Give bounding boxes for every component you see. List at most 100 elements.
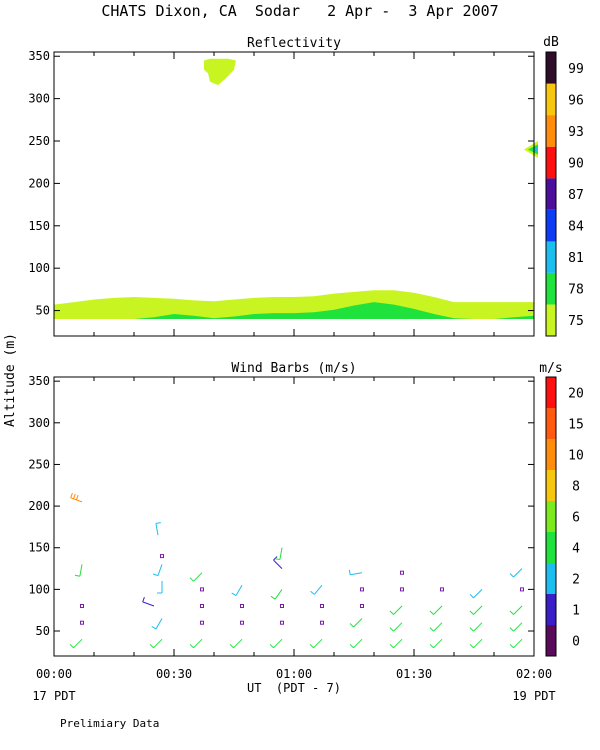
y-tick-label: 100 xyxy=(28,582,50,596)
wind-barb xyxy=(280,604,284,608)
colorbar-segment xyxy=(546,532,556,563)
y-tick-label: 150 xyxy=(28,541,50,555)
y-tick-label: 200 xyxy=(28,499,50,513)
wind-barb xyxy=(389,638,403,649)
wind-barb xyxy=(231,584,243,597)
y-tick-label: 350 xyxy=(28,374,50,388)
wind-barb xyxy=(160,554,164,559)
right-date-label: 19 PDT xyxy=(512,689,555,703)
wind-barb xyxy=(153,564,163,577)
wind-barb xyxy=(310,584,323,595)
reflectivity-panel: Reflectivity 50 100 150 200 250 300 350 75 78 81… xyxy=(28,35,584,337)
wind-barb xyxy=(429,638,443,649)
wind-barb xyxy=(440,587,444,592)
colorbar-segment xyxy=(546,241,556,273)
plot-frame xyxy=(53,51,535,337)
page-title: CHATS Dixon, CA Sodar 2 Apr - 3 Apr 2007 xyxy=(101,2,498,20)
colorbar-tick-label: 4 xyxy=(572,542,580,557)
colorbar-segment xyxy=(546,115,556,147)
wind-barb xyxy=(400,587,404,592)
colorbar-tick-label: 81 xyxy=(568,251,584,266)
wind-barb xyxy=(149,638,163,649)
colorbar-segment xyxy=(546,625,556,656)
reflectivity-colorbar: 75 78 81 84 87 90 93 96 99 xyxy=(545,51,584,337)
wind-barb xyxy=(240,604,244,608)
colorbar-tick-label: 90 xyxy=(568,156,584,171)
wind-barb xyxy=(151,618,163,630)
wind-barb xyxy=(280,620,284,625)
colorbar-frame xyxy=(545,51,557,337)
y-tick-label: 150 xyxy=(28,219,50,233)
wind-barb xyxy=(360,587,364,592)
y-tick-label: 50 xyxy=(36,624,50,638)
colorbar-tick-label: 8 xyxy=(572,480,580,495)
colorbar-segment xyxy=(546,563,556,594)
wind-barb xyxy=(520,587,524,592)
colorbar-tick-label: 20 xyxy=(568,387,584,402)
colorbar-tick-label: 0 xyxy=(572,635,580,650)
wind-barb xyxy=(273,556,283,569)
wind-barb xyxy=(349,618,363,628)
wind-barb xyxy=(360,604,364,608)
colorbar-segment xyxy=(546,470,556,501)
wind-barb xyxy=(509,638,523,649)
wind-barb xyxy=(469,622,483,632)
colorbar-segment xyxy=(546,209,556,242)
y-tick-label: 100 xyxy=(28,261,50,275)
y-tick-label: 250 xyxy=(28,457,50,471)
wind-barb xyxy=(389,605,403,615)
wind-barb xyxy=(320,604,324,608)
wind-barb xyxy=(400,570,404,575)
colorbar-segment xyxy=(546,304,556,336)
colorbar-tick-label: 87 xyxy=(568,188,584,203)
wind-speed-colorbar: 0 1 2 4 6 8 10 15 20 xyxy=(545,376,584,657)
y-axis-label: Altitude (m) xyxy=(3,333,18,427)
reflectivity-plot-area xyxy=(54,58,538,319)
colorbar-segment xyxy=(546,408,556,439)
reflectivity-patch xyxy=(532,146,538,152)
wind-barb xyxy=(200,620,204,625)
wind-barb xyxy=(429,622,443,632)
wind-barb xyxy=(70,492,83,503)
wind-barb xyxy=(229,638,243,649)
colorbar-tick-label: 78 xyxy=(568,283,584,298)
wind-barb xyxy=(189,572,203,582)
wind-barb xyxy=(509,605,523,615)
wind-barb xyxy=(157,581,163,594)
colorbar-tick-label: 10 xyxy=(568,449,584,464)
colorbar-tick-label: 99 xyxy=(568,62,584,77)
wind-barb xyxy=(469,589,483,599)
wind-barb xyxy=(200,604,204,608)
wind-barb xyxy=(349,638,363,649)
colorbar-segment xyxy=(546,594,556,625)
preliminary-note: Prelimiary Data xyxy=(60,717,159,730)
wind-barb xyxy=(200,587,204,592)
colorbar-segment xyxy=(546,377,556,408)
y-tick-label: 200 xyxy=(28,176,50,190)
colorbar-tick-label: 75 xyxy=(568,314,584,329)
wind-barb xyxy=(270,589,283,600)
reflectivity-patch xyxy=(204,58,236,86)
colorbar-tick-label: 93 xyxy=(568,125,584,140)
y-tick-label: 350 xyxy=(28,49,50,63)
wind-barbs-title: Wind Barbs (m/s) xyxy=(231,361,356,376)
y-tick-label: 300 xyxy=(28,92,50,106)
colorbar-segment xyxy=(546,52,556,84)
wind-barb xyxy=(320,620,324,625)
wind-barb xyxy=(509,622,523,632)
colorbar-segment xyxy=(546,178,556,210)
wind-barb xyxy=(389,622,403,632)
reflectivity-colorbar-unit: dB xyxy=(543,35,559,50)
wind-barb xyxy=(348,569,363,576)
plot-frame xyxy=(53,376,535,657)
x-tick-label: 00:30 xyxy=(156,667,192,681)
x-tick-label: 01:00 xyxy=(276,667,312,681)
colorbar-frame xyxy=(545,376,557,657)
colorbar-segment xyxy=(546,439,556,470)
colorbar-segment xyxy=(546,501,556,532)
x-tick-label: 01:30 xyxy=(396,667,432,681)
y-tick-label: 50 xyxy=(36,304,50,318)
wind-barb xyxy=(469,638,483,649)
wind-barb xyxy=(74,564,83,577)
wind-barb xyxy=(142,597,155,607)
